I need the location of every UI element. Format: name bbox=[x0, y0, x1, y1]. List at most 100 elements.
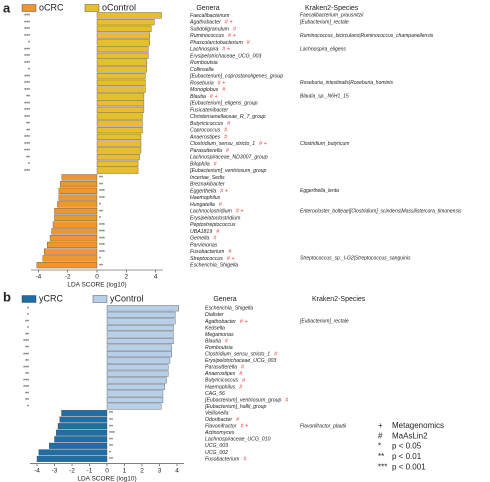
legend-label: oControl bbox=[102, 2, 136, 12]
significance: ** bbox=[99, 182, 103, 188]
genus-label: Peptostreptococcus bbox=[190, 222, 236, 228]
significance: *** bbox=[24, 27, 30, 33]
bar bbox=[106, 305, 179, 312]
bar bbox=[36, 455, 108, 462]
significance: ** bbox=[25, 346, 29, 352]
bar bbox=[58, 187, 98, 194]
significance: ** bbox=[25, 320, 29, 326]
species-label: Faecalibacterium_prausnitzii bbox=[300, 13, 364, 19]
bar bbox=[46, 241, 98, 248]
genus-label: Lachnospiraceae_UCG_010 bbox=[205, 437, 271, 443]
bar bbox=[96, 154, 140, 161]
bar bbox=[96, 25, 152, 32]
genus-label: Romboutsia bbox=[205, 345, 233, 351]
bar bbox=[44, 248, 98, 255]
method-mark: # bbox=[219, 202, 223, 208]
method-mark: # bbox=[239, 384, 243, 390]
genus-label: Actinomyces bbox=[204, 430, 235, 436]
method-mark: # bbox=[226, 148, 230, 154]
significance: *** bbox=[23, 385, 29, 391]
significance: ** bbox=[25, 359, 29, 365]
bar bbox=[52, 221, 98, 228]
genus-label: Coprococcus bbox=[190, 128, 221, 134]
method-mark: # bbox=[274, 352, 278, 358]
significance: *** bbox=[24, 20, 30, 26]
significance: * bbox=[99, 203, 101, 209]
bar bbox=[96, 106, 145, 113]
significance: *** bbox=[24, 61, 30, 67]
x-tick-label: 0 bbox=[95, 274, 99, 281]
method-mark: # + bbox=[259, 141, 267, 147]
significance: ** bbox=[109, 457, 113, 463]
bar bbox=[106, 383, 165, 390]
method-mark: # bbox=[239, 371, 243, 377]
bar bbox=[96, 52, 149, 59]
x-tick-label: -1 bbox=[87, 467, 93, 474]
x-tick-label: 1 bbox=[123, 467, 127, 474]
significance: *** bbox=[24, 54, 30, 60]
legend-swatch bbox=[21, 295, 37, 303]
bar bbox=[49, 235, 98, 242]
bar bbox=[106, 324, 174, 331]
genus-label: Escherichia_Shigella bbox=[190, 263, 238, 269]
bar bbox=[106, 396, 164, 403]
bar bbox=[96, 93, 145, 100]
significance: ** bbox=[109, 411, 113, 417]
x-tick-label: -4 bbox=[34, 467, 40, 474]
significance: *** bbox=[24, 101, 30, 107]
x-axis-title: LDA SCORE (log10) bbox=[77, 475, 136, 482]
species-label: Flavonifractor_plautii bbox=[300, 424, 347, 430]
significance: *** bbox=[24, 169, 30, 175]
bar bbox=[54, 436, 108, 443]
method-mark: # bbox=[224, 128, 228, 134]
method-mark: # + bbox=[240, 424, 248, 430]
genus-label: Megamonas bbox=[205, 332, 234, 338]
genus-label: Agathobacter bbox=[204, 319, 236, 325]
column-title: Genera bbox=[213, 296, 236, 303]
significance: *** bbox=[24, 142, 30, 148]
genus-label: [Eubacterium]_coprostanoligenes_group bbox=[189, 74, 283, 80]
method-mark: # bbox=[243, 456, 247, 462]
key-symbol: *** bbox=[378, 462, 387, 471]
method-mark: # bbox=[228, 249, 232, 255]
x-tick-label: -4 bbox=[35, 274, 41, 281]
bar bbox=[36, 262, 98, 269]
method-mark: # bbox=[214, 161, 218, 167]
bar bbox=[96, 12, 162, 19]
method-mark: # + bbox=[236, 209, 244, 215]
significance: * bbox=[27, 313, 29, 319]
significance: *** bbox=[23, 339, 29, 345]
significance: *** bbox=[24, 74, 30, 80]
method-mark: # + bbox=[228, 33, 236, 39]
method-mark: # bbox=[242, 378, 246, 384]
significance: *** bbox=[24, 108, 30, 114]
method-mark: # bbox=[224, 134, 228, 140]
significance: ** bbox=[25, 372, 29, 378]
significance: * bbox=[99, 216, 101, 222]
genus-label: Haemophilus bbox=[205, 384, 236, 390]
significance: *** bbox=[99, 189, 105, 195]
genus-label: Haemophilus bbox=[190, 195, 221, 201]
bar bbox=[51, 228, 98, 235]
genus-label: Veillonella bbox=[205, 410, 229, 416]
bar bbox=[59, 416, 108, 423]
genus-label: Parasutterella bbox=[205, 365, 237, 371]
significance: ** bbox=[109, 418, 113, 424]
bar bbox=[96, 133, 142, 140]
genus-label: Hungatella bbox=[190, 202, 215, 208]
genus-label: Christensenellaceae_R_7_group bbox=[190, 114, 266, 120]
method-mark: # bbox=[285, 397, 289, 403]
bar bbox=[96, 46, 149, 53]
significance: ** bbox=[26, 95, 30, 101]
genus-label: Fusobacterium bbox=[205, 456, 240, 462]
significance: ** bbox=[99, 209, 103, 215]
significance: *** bbox=[24, 47, 30, 53]
genus-label: Lachnospiraceae_ND3007_group bbox=[190, 155, 268, 161]
legend-label: yCRC bbox=[39, 293, 63, 303]
genus-label: Phascolarctobacterium bbox=[190, 40, 243, 46]
genus-label: [Eubacterium]_hallii_group bbox=[204, 404, 267, 410]
significance: *** bbox=[99, 236, 105, 242]
significance: * bbox=[28, 68, 30, 74]
genus-label: Collinsella bbox=[190, 67, 214, 73]
genus-label: Flavonifractor bbox=[205, 424, 237, 430]
